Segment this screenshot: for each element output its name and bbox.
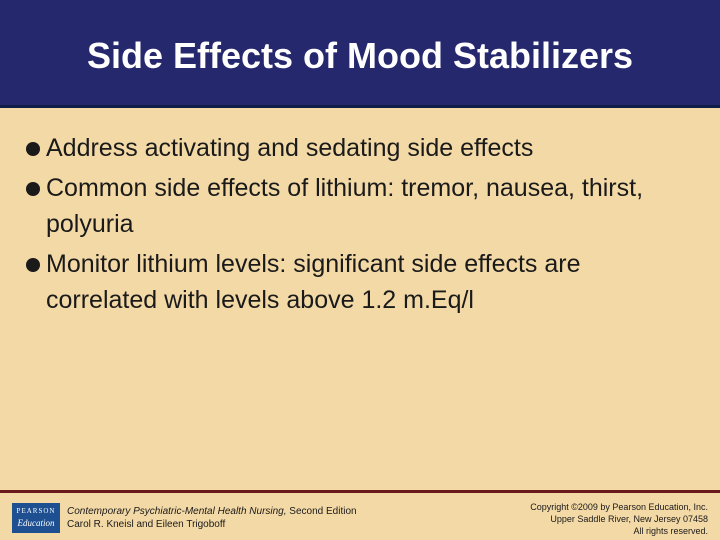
footer-divider [0,490,720,493]
pearson-logo: PEARSON Education [12,503,60,533]
logo-text-top: PEARSON [16,507,56,515]
bullet-item: Common side effects of lithium: tremor, … [22,170,692,242]
bullet-dot-icon [26,182,40,196]
book-edition: Second Edition [286,506,357,517]
copyright-line-2: Upper Saddle River, New Jersey 07458 [550,514,708,524]
bullet-text: Common side effects of lithium: tremor, … [46,174,644,238]
slide-title: Side Effects of Mood Stabilizers [86,35,634,76]
copyright-line-1: Copyright ©2009 by Pearson Education, In… [530,502,708,512]
bullet-item: Address activating and sedating side eff… [22,130,692,166]
bullet-text: Address activating and sedating side eff… [46,134,534,162]
book-line: Contemporary Psychiatric-Mental Health N… [67,505,357,518]
bullet-list: Address activating and sedating side eff… [22,130,692,318]
book-citation: Contemporary Psychiatric-Mental Health N… [67,505,357,531]
bullet-item: Monitor lithium levels: significant side… [22,246,692,318]
footer: PEARSON Education Contemporary Psychiatr… [0,493,720,540]
title-bar: Side Effects of Mood Stabilizers [0,0,720,108]
bullet-text: Monitor lithium levels: significant side… [46,250,581,314]
bullet-dot-icon [26,142,40,156]
logo-text-bottom: Education [17,518,55,528]
copyright-notice: Copyright ©2009 by Pearson Education, In… [530,501,708,537]
book-title: Contemporary Psychiatric-Mental Health N… [67,506,287,517]
book-authors: Carol R. Kneisl and Eileen Trigoboff [67,519,226,530]
bullet-dot-icon [26,258,40,272]
copyright-line-3: All rights reserved. [633,526,708,536]
